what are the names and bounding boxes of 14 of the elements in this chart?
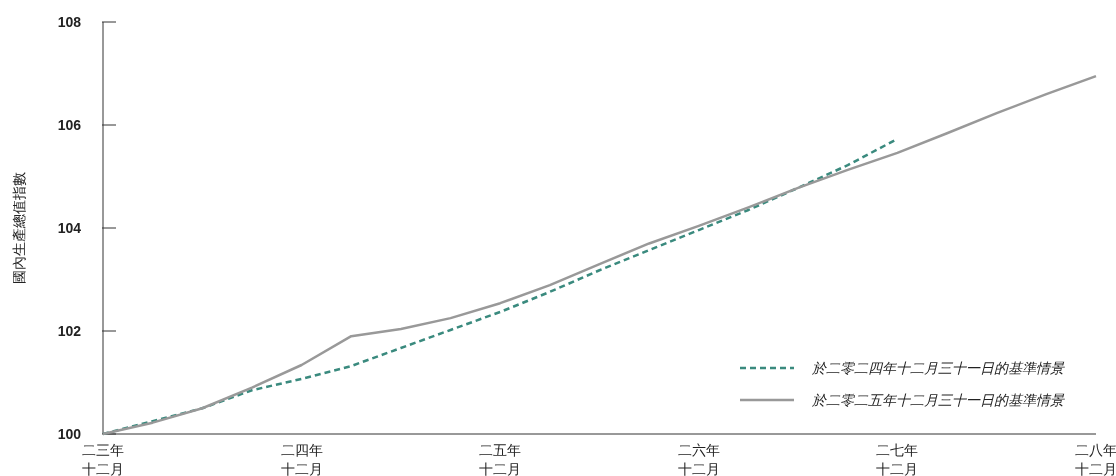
y-axis-title: 國內生產總值指數 — [11, 172, 27, 284]
x-tick-label: 二八年十二月 — [1075, 442, 1116, 476]
legend-label: 於二零二五年十二月三十一日的基準情景 — [811, 392, 1065, 408]
x-tick-label: 二四年十二月 — [280, 442, 323, 476]
y-tick-label: 100 — [57, 426, 82, 442]
y-tick-label: 106 — [57, 117, 82, 133]
x-tick-label: 二五年十二月 — [479, 442, 522, 476]
y-tick-label: 104 — [57, 220, 82, 236]
y-tick-label: 102 — [57, 323, 82, 339]
x-tick-label: 二七年十二月 — [876, 442, 919, 476]
x-tick-label: 二三年十二月 — [82, 442, 124, 476]
legend-label: 於二零二四年十二月三十一日的基準情景 — [811, 360, 1065, 376]
x-tick-label: 二六年十二月 — [677, 442, 720, 476]
y-tick-label: 108 — [57, 14, 82, 30]
